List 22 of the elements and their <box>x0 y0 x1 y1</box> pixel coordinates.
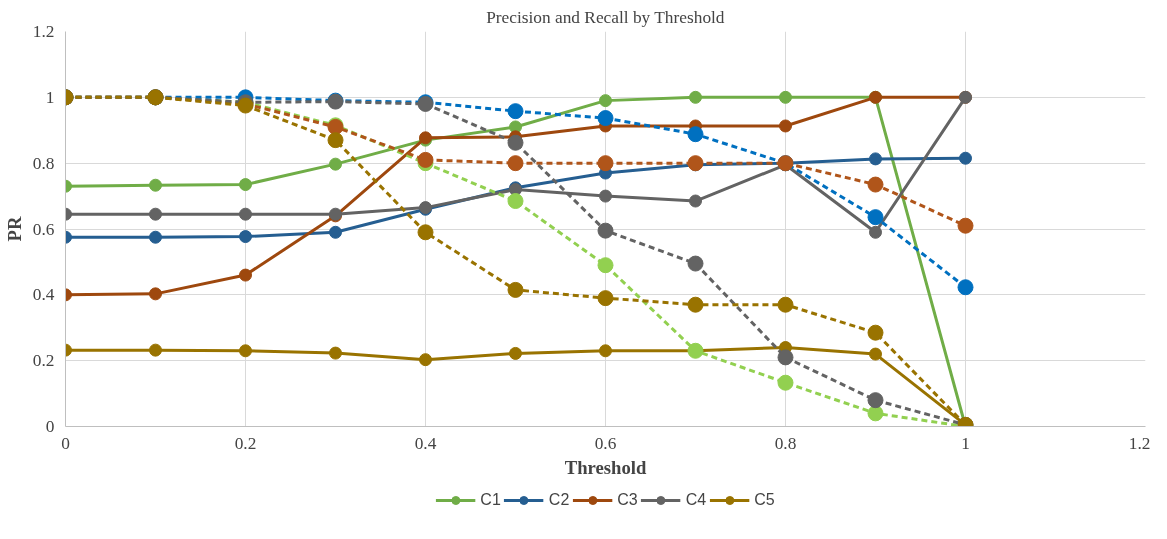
x-tick-label: 1 <box>961 433 970 453</box>
legend-label: C4 <box>685 491 707 509</box>
x-tick-label: 1.2 <box>1128 433 1151 453</box>
chart-title: Precision and Recall by Threshold <box>486 7 725 27</box>
y-tick-label: 1.2 <box>32 22 55 41</box>
y-tick-label: 0.6 <box>32 219 55 239</box>
legend-label: C1 <box>480 491 501 509</box>
x-axis-title: Threshold <box>564 456 647 478</box>
x-tick-label: 0.6 <box>594 433 617 453</box>
legend-label: C3 <box>617 491 638 509</box>
legend-label: C2 <box>548 491 570 509</box>
x-tick-label: 0 <box>61 433 70 453</box>
legend-label: C5 <box>754 491 775 509</box>
y-tick-label: 0.2 <box>32 351 55 371</box>
y-axis-title: PR <box>3 216 25 242</box>
y-tick-label: 0 <box>45 417 55 436</box>
x-tick-label: 0.2 <box>234 433 257 453</box>
y-tick-label: 0.8 <box>32 153 55 173</box>
x-tick-label: 0.8 <box>774 433 797 453</box>
y-tick-label: 0.4 <box>32 285 55 305</box>
y-tick-label: 1 <box>45 87 55 107</box>
x-tick-label: 0.4 <box>414 433 437 453</box>
